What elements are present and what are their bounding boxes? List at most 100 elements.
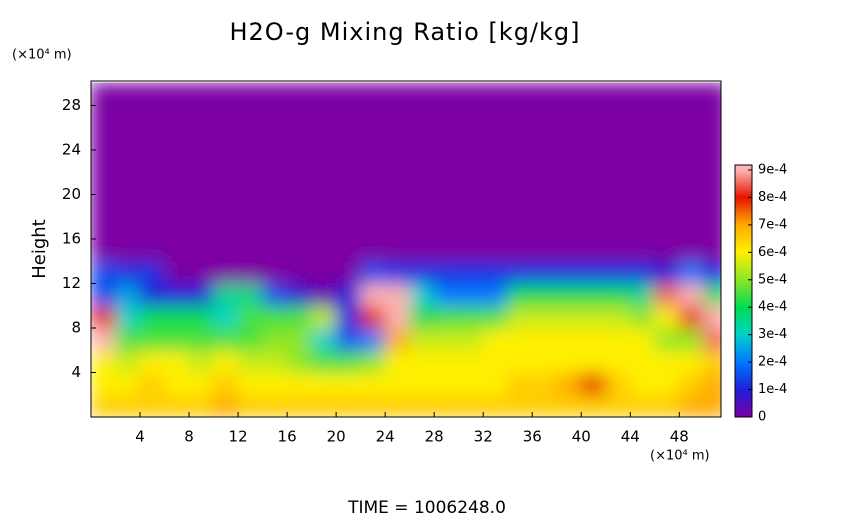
cell xyxy=(115,371,141,396)
colorbar-tick-label: 4e-4 xyxy=(758,300,787,315)
cell xyxy=(164,127,190,151)
cell xyxy=(188,327,215,351)
cell xyxy=(262,260,288,284)
colorbar-tick-label: 0 xyxy=(758,410,766,425)
cell xyxy=(91,82,117,106)
cell xyxy=(139,260,166,284)
cell xyxy=(580,394,607,417)
cell xyxy=(433,349,460,373)
cell xyxy=(139,305,166,329)
cell xyxy=(654,349,680,373)
cell xyxy=(335,149,362,173)
cell xyxy=(409,394,435,417)
cell xyxy=(482,394,509,417)
cell xyxy=(433,282,460,307)
cell xyxy=(482,193,509,218)
cell xyxy=(654,104,680,129)
cell xyxy=(164,238,190,262)
cell xyxy=(482,171,509,195)
cell xyxy=(556,282,582,307)
colorbar xyxy=(734,164,753,418)
cell xyxy=(139,238,166,262)
cell xyxy=(311,149,337,173)
cell xyxy=(311,282,337,307)
cell xyxy=(286,216,313,240)
cell xyxy=(91,305,117,329)
cell xyxy=(409,171,435,195)
cell xyxy=(482,104,509,129)
cell xyxy=(409,260,435,284)
cell xyxy=(188,104,215,129)
cell xyxy=(164,82,190,106)
cell xyxy=(286,371,313,396)
cell xyxy=(139,149,166,173)
cell xyxy=(213,260,239,284)
cell xyxy=(139,193,166,218)
cell xyxy=(458,282,484,307)
cell xyxy=(703,104,721,129)
cell xyxy=(678,216,705,240)
cell xyxy=(531,127,558,151)
cell xyxy=(580,104,607,129)
cell xyxy=(531,193,558,218)
cell xyxy=(335,260,362,284)
cell xyxy=(213,238,239,262)
cell xyxy=(433,104,460,129)
cell xyxy=(360,171,386,195)
cell xyxy=(237,394,264,417)
cell xyxy=(458,193,484,218)
cell xyxy=(482,127,509,151)
cell xyxy=(188,394,215,417)
cell xyxy=(384,216,411,240)
cell xyxy=(678,260,705,284)
cell xyxy=(703,260,721,284)
cell xyxy=(507,104,533,129)
cell xyxy=(556,104,582,129)
cell xyxy=(507,305,533,329)
cell xyxy=(654,394,680,417)
cell xyxy=(115,238,141,262)
cell xyxy=(629,305,656,329)
cell xyxy=(91,193,117,218)
cell xyxy=(335,349,362,373)
x-tick-label: 20 xyxy=(327,428,346,446)
x-tick-label: 48 xyxy=(670,428,689,446)
y-tick-label: 12 xyxy=(62,274,81,292)
x-tick-label: 8 xyxy=(184,428,194,446)
cell xyxy=(188,193,215,218)
y-tick-label: 16 xyxy=(62,229,81,247)
cell xyxy=(703,82,721,106)
cell xyxy=(556,371,582,396)
cell xyxy=(629,371,656,396)
cell xyxy=(213,282,239,307)
cell xyxy=(482,82,509,106)
cell xyxy=(409,104,435,129)
cell xyxy=(335,193,362,218)
cell xyxy=(91,260,117,284)
cell xyxy=(335,171,362,195)
cell xyxy=(286,149,313,173)
cell xyxy=(629,394,656,417)
cell xyxy=(188,305,215,329)
cell xyxy=(531,82,558,106)
field xyxy=(91,82,721,417)
cell xyxy=(237,171,264,195)
chart-title: H2O-g Mixing Ratio [kg/kg] xyxy=(229,18,580,46)
cell xyxy=(91,238,117,262)
cell xyxy=(654,305,680,329)
cell xyxy=(164,149,190,173)
cell xyxy=(115,193,141,218)
cell xyxy=(482,216,509,240)
cell xyxy=(654,127,680,151)
cell xyxy=(433,260,460,284)
cell xyxy=(531,371,558,396)
x-tick-label: 28 xyxy=(425,428,444,446)
x-tick-label: 32 xyxy=(474,428,493,446)
cell xyxy=(678,349,705,373)
cell xyxy=(678,104,705,129)
plot-frame xyxy=(90,80,722,418)
cell xyxy=(458,216,484,240)
cell xyxy=(237,193,264,218)
cell xyxy=(188,282,215,307)
